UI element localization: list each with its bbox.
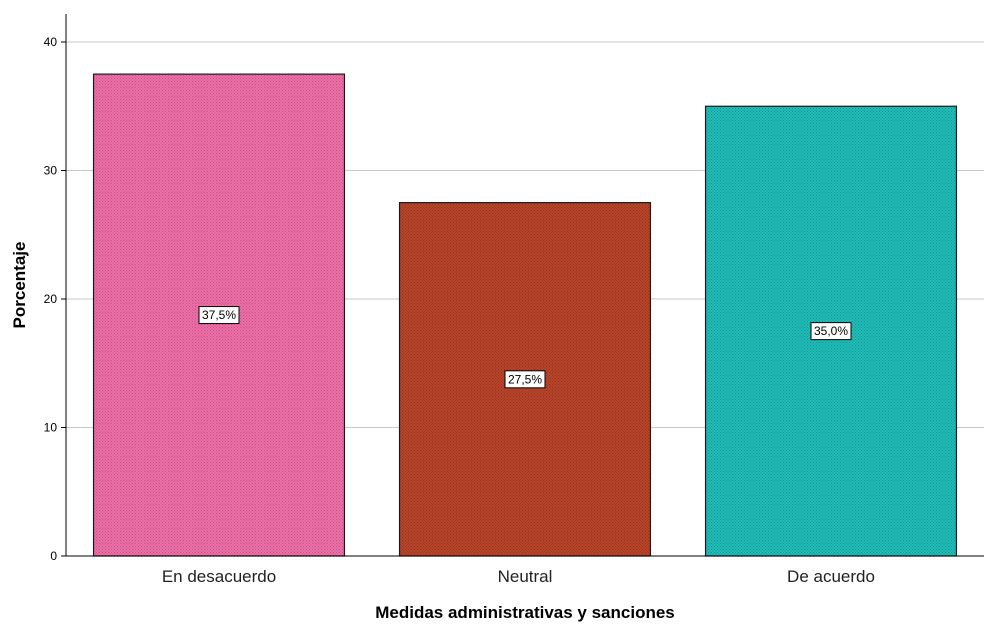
x-axis-title: Medidas administrativas y sanciones [375,603,675,622]
y-tick-label: 0 [50,549,57,563]
data-label-text: 35,0% [814,324,848,338]
y-tick-label: 40 [44,35,58,49]
data-label-de-acuerdo: 35,0% [810,322,852,341]
x-category-label: En desacuerdo [162,567,276,586]
y-tick-label: 30 [44,164,58,178]
y-ticks: 0 10 20 30 40 [44,35,66,563]
y-tick-label: 20 [44,292,58,306]
data-label-box [198,306,240,325]
data-label-box [810,322,852,341]
x-category-label: Neutral [498,567,553,586]
data-label-text: 27,5% [508,372,542,386]
data-label-neutral: 27,5% [504,370,546,389]
data-label-box [504,370,546,389]
axes [65,14,984,557]
y-axis-title: Porcentaje [10,242,29,329]
data-label-en-desacuerdo: 37,5% [198,306,240,325]
y-tick-label: 10 [44,421,58,435]
data-label-text: 37,5% [202,308,236,322]
x-categories: En desacuerdo Neutral De acuerdo [162,567,875,586]
data-labels: 37,5% 27,5% 35,0% [198,306,852,389]
x-category-label: De acuerdo [787,567,875,586]
